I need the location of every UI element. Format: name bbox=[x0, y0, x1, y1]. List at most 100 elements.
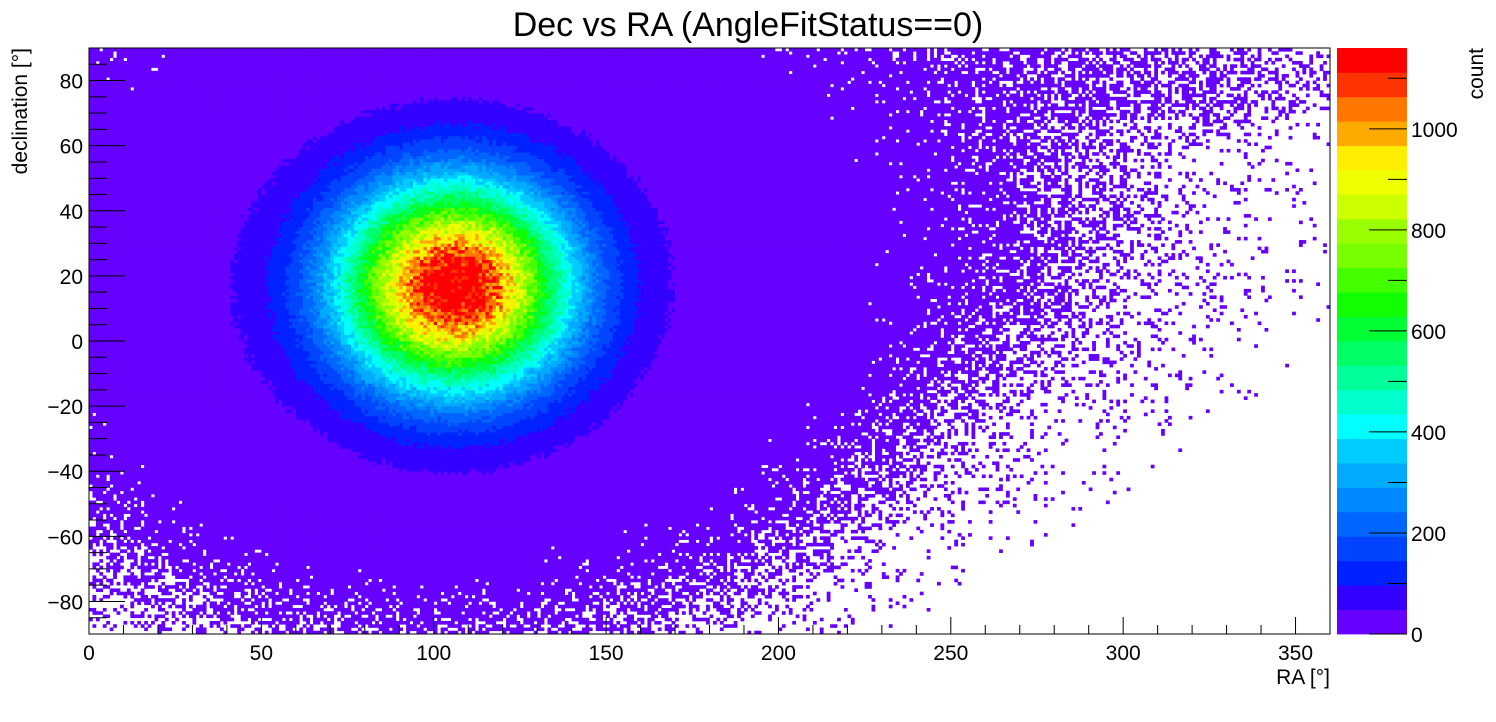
heatmap-cell bbox=[416, 562, 420, 566]
heatmap-cell bbox=[172, 556, 176, 560]
heatmap-cell bbox=[196, 566, 200, 570]
heatmap-cell bbox=[465, 621, 469, 625]
heatmap-cell bbox=[651, 569, 655, 573]
heatmap-cell bbox=[644, 588, 648, 592]
heatmap-cell bbox=[544, 575, 548, 579]
heatmap-cell bbox=[516, 566, 520, 570]
heatmap-cell bbox=[354, 562, 358, 566]
heatmap-cell bbox=[472, 624, 476, 628]
heatmap-cell bbox=[479, 559, 483, 563]
heatmap-cell bbox=[330, 559, 334, 563]
heatmap-cell bbox=[361, 598, 365, 602]
heatmap-cell bbox=[696, 559, 700, 563]
heatmap-cell bbox=[630, 556, 634, 560]
heatmap-cell bbox=[317, 595, 321, 599]
heatmap-cell bbox=[785, 566, 789, 570]
heatmap-cell bbox=[275, 618, 279, 622]
heatmap-cell bbox=[516, 585, 520, 589]
heatmap-cell bbox=[547, 595, 551, 599]
heatmap-cell bbox=[296, 575, 300, 579]
heatmap-cell bbox=[716, 569, 720, 573]
heatmap-cell bbox=[261, 588, 265, 592]
heatmap-cell bbox=[427, 618, 431, 622]
heatmap-cell bbox=[575, 588, 579, 592]
heatmap-cell bbox=[182, 569, 186, 573]
heatmap-cell bbox=[358, 566, 362, 570]
heatmap-cell bbox=[492, 572, 496, 576]
heatmap-cell bbox=[472, 566, 476, 570]
heatmap-cell bbox=[420, 582, 424, 586]
heatmap-cell bbox=[372, 588, 376, 592]
heatmap-cell bbox=[768, 618, 772, 622]
heatmap-cell bbox=[475, 592, 479, 596]
heatmap-cell bbox=[672, 588, 676, 592]
heatmap-cell bbox=[720, 595, 724, 599]
heatmap-cell bbox=[410, 585, 414, 589]
heatmap-cell bbox=[237, 611, 241, 615]
heatmap-cell bbox=[337, 618, 341, 622]
heatmap-cell bbox=[327, 575, 331, 579]
heatmap-cell bbox=[565, 579, 569, 583]
heatmap-cell bbox=[179, 566, 183, 570]
heatmap-cell bbox=[665, 601, 669, 605]
heatmap-cell bbox=[448, 585, 452, 589]
heatmap-cell bbox=[296, 569, 300, 573]
heatmap-cell bbox=[541, 588, 545, 592]
heatmap-cell bbox=[465, 618, 469, 622]
heatmap-cell bbox=[641, 611, 645, 615]
heatmap-cell bbox=[213, 621, 217, 625]
heatmap-cell bbox=[299, 611, 303, 615]
heatmap-cell bbox=[530, 621, 534, 625]
heatmap-cell bbox=[579, 595, 583, 599]
heatmap-cell bbox=[761, 556, 765, 560]
heatmap-cell bbox=[368, 559, 372, 563]
heatmap-cell bbox=[434, 579, 438, 583]
heatmap-cell bbox=[589, 559, 593, 563]
heatmap-cell bbox=[585, 582, 589, 586]
heatmap-cell bbox=[385, 559, 389, 563]
heatmap-cell bbox=[634, 621, 638, 625]
heatmap-cell bbox=[344, 575, 348, 579]
heatmap-cell bbox=[258, 592, 262, 596]
heatmap-cell bbox=[510, 598, 514, 602]
heatmap-cell bbox=[454, 575, 458, 579]
heatmap-cell bbox=[537, 595, 541, 599]
heatmap-cell bbox=[599, 614, 603, 618]
heatmap-cell bbox=[689, 608, 693, 612]
heatmap-cell bbox=[334, 569, 338, 573]
heatmap-cell bbox=[675, 592, 679, 596]
heatmap-cell bbox=[485, 592, 489, 596]
heatmap-cell bbox=[454, 605, 458, 609]
heatmap-cell bbox=[623, 572, 627, 576]
heatmap-cell bbox=[372, 579, 376, 583]
heatmap-cell bbox=[261, 621, 265, 625]
heatmap-cell bbox=[737, 562, 741, 566]
heatmap-cell bbox=[92, 585, 96, 589]
heatmap-cell bbox=[565, 611, 569, 615]
heatmap-cell bbox=[130, 572, 134, 576]
heatmap-cell bbox=[575, 601, 579, 605]
heatmap-cell bbox=[527, 605, 531, 609]
heatmap-cell bbox=[516, 592, 520, 596]
heatmap-cell bbox=[289, 595, 293, 599]
heatmap-cell bbox=[227, 605, 231, 609]
heatmap-cell bbox=[589, 562, 593, 566]
heatmap-cell bbox=[403, 592, 407, 596]
heatmap-cell bbox=[830, 566, 834, 570]
heatmap-cell bbox=[610, 592, 614, 596]
heatmap-cell bbox=[279, 562, 283, 566]
heatmap-cell bbox=[458, 627, 462, 631]
heatmap-cell bbox=[534, 579, 538, 583]
heatmap-cell bbox=[299, 572, 303, 576]
heatmap-cell bbox=[485, 559, 489, 563]
heatmap-cell bbox=[623, 608, 627, 612]
heatmap-cell bbox=[165, 556, 169, 560]
heatmap-cell bbox=[327, 562, 331, 566]
heatmap-cell bbox=[313, 611, 317, 615]
heatmap-cell bbox=[141, 624, 145, 628]
heatmap-cell bbox=[223, 562, 227, 566]
heatmap-cell bbox=[496, 566, 500, 570]
heatmap-cell bbox=[289, 627, 293, 631]
heatmap-cell bbox=[458, 614, 462, 618]
heatmap-cell bbox=[251, 575, 255, 579]
